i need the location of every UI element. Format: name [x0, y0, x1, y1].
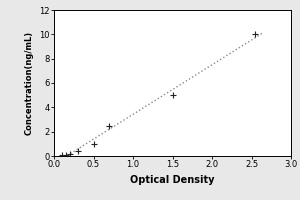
X-axis label: Optical Density: Optical Density — [130, 175, 215, 185]
Point — [91, 142, 96, 145]
Point — [59, 154, 64, 157]
Point — [253, 33, 258, 36]
Y-axis label: Concentration(ng/mL): Concentration(ng/mL) — [25, 31, 34, 135]
Point — [170, 94, 175, 97]
Point — [68, 152, 72, 155]
Point — [75, 150, 80, 153]
Point — [64, 153, 68, 156]
Point — [107, 124, 112, 127]
